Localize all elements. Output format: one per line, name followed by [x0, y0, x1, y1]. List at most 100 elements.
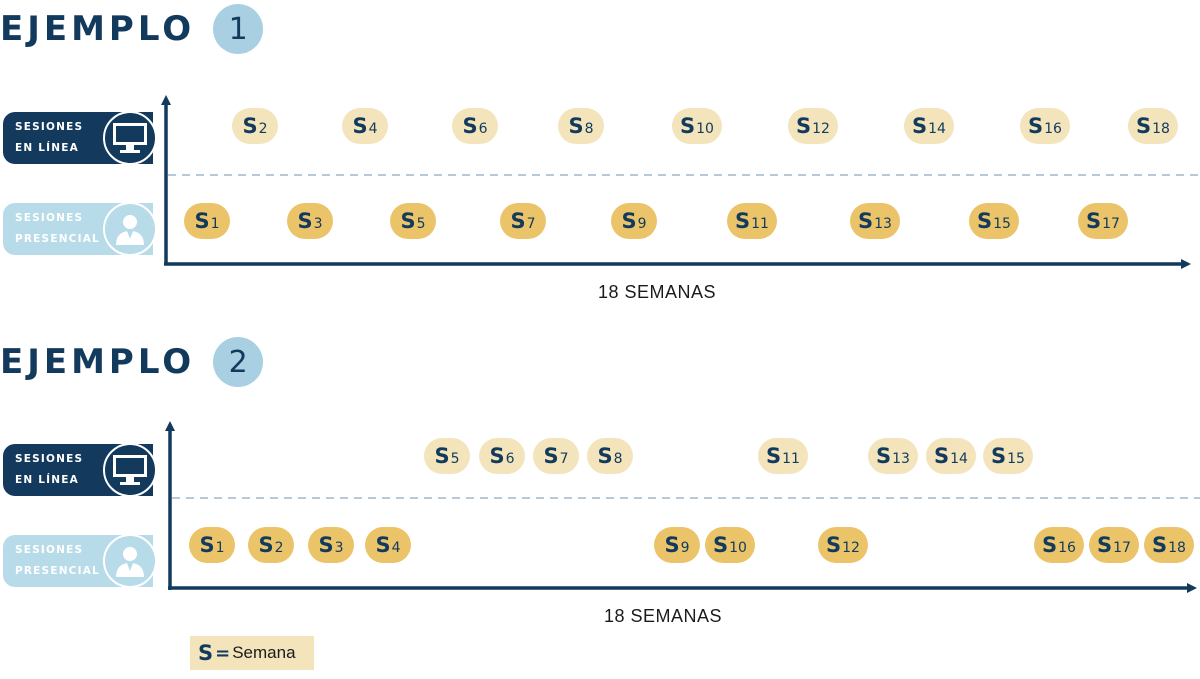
online-label-line-1: SESIONES [15, 121, 84, 133]
week-number: 2 [274, 540, 284, 556]
week-number: 15 [993, 216, 1011, 232]
week-number: 18 [1168, 540, 1186, 556]
week-number: 9 [637, 216, 647, 232]
week-letter: S [1086, 209, 1102, 233]
week-letter: S [318, 533, 334, 557]
week-number: 6 [505, 451, 515, 467]
presencial-week-chip: S 16 [1034, 527, 1084, 563]
week-letter: S [1042, 533, 1058, 557]
week-letter: S [796, 114, 812, 138]
person-icon [103, 202, 157, 256]
example-1-title: EJEMPLO 1 [0, 4, 264, 54]
week-letter: S [400, 209, 416, 233]
week-number: 18 [1152, 121, 1170, 137]
online-week-chip: S 14 [904, 108, 954, 144]
week-number: 11 [751, 216, 769, 232]
presencial-sessions-label: SESIONES PRESENCIAL [3, 534, 157, 588]
week-number: 15 [1007, 451, 1025, 467]
week-letter: S [462, 114, 478, 138]
week-number: 9 [680, 540, 690, 556]
week-number: 8 [584, 121, 594, 137]
week-letter: S [568, 114, 584, 138]
presencial-week-chip: S 18 [1144, 527, 1194, 563]
online-week-chip: S 12 [788, 108, 838, 144]
online-week-chip: S 11 [758, 438, 808, 474]
week-letter: S [713, 533, 729, 557]
week-letter: S [1028, 114, 1044, 138]
week-letter: S [297, 209, 313, 233]
week-number: 16 [1044, 121, 1062, 137]
example-title-text: EJEMPLO [0, 342, 196, 382]
presencial-sessions-label: SESIONES PRESENCIAL [3, 202, 157, 256]
example-number-badge: 2 [213, 337, 264, 387]
week-letter: S [1152, 533, 1168, 557]
week-letter: S [991, 444, 1007, 468]
week-number: 5 [450, 451, 460, 467]
week-number: 3 [313, 216, 323, 232]
online-sessions-label: SESIONES EN LÍNEA [3, 111, 157, 165]
presencial-week-chip: S 17 [1078, 203, 1128, 239]
week-letter: S [199, 533, 215, 557]
week-letter: S [489, 444, 505, 468]
week-number: 7 [526, 216, 536, 232]
presencial-label-line-1: SESIONES [15, 544, 84, 556]
week-letter: S [543, 444, 559, 468]
week-number: 6 [478, 121, 488, 137]
week-letter: S [826, 533, 842, 557]
legend-equals: = [215, 642, 231, 664]
week-number: 1 [210, 216, 220, 232]
week-number: 12 [842, 540, 860, 556]
presencial-label-line-2: PRESENCIAL [15, 233, 100, 245]
week-number: 13 [892, 451, 910, 467]
week-letter: S [1097, 533, 1113, 557]
week-number: 4 [391, 540, 401, 556]
example-number-badge: 1 [213, 4, 264, 54]
week-letter: S [242, 114, 258, 138]
legend-text: Semana [232, 643, 296, 662]
week-letter: S [510, 209, 526, 233]
online-label-line-1: SESIONES [15, 453, 84, 465]
week-letter: S [766, 444, 782, 468]
week-letter: S [934, 444, 950, 468]
online-week-chip: S 16 [1020, 108, 1070, 144]
presencial-week-chip: S 15 [969, 203, 1019, 239]
presencial-week-chip: S 10 [705, 527, 755, 563]
online-week-chip: S 15 [983, 438, 1033, 474]
week-number: 4 [368, 121, 378, 137]
legend: S = Semana [190, 636, 314, 670]
week-number: 1 [215, 540, 225, 556]
online-sessions-label: SESIONES EN LÍNEA [3, 443, 157, 497]
week-number: 14 [950, 451, 968, 467]
presencial-label-line-1: SESIONES [15, 212, 84, 224]
week-letter: S [258, 533, 274, 557]
monitor-icon [103, 111, 157, 165]
week-number: 7 [559, 451, 569, 467]
week-number: 13 [874, 216, 892, 232]
week-number: 5 [416, 216, 426, 232]
week-letter: S [912, 114, 928, 138]
presencial-week-chip: S 17 [1089, 527, 1139, 563]
presencial-label-line-2: PRESENCIAL [15, 565, 100, 577]
week-letter: S [352, 114, 368, 138]
example-2-title: EJEMPLO 2 [0, 337, 264, 387]
week-letter: S [664, 533, 680, 557]
week-letter: S [434, 444, 450, 468]
week-number: 10 [696, 121, 714, 137]
week-number: 2 [258, 121, 268, 137]
example-title-text: EJEMPLO [0, 9, 196, 49]
